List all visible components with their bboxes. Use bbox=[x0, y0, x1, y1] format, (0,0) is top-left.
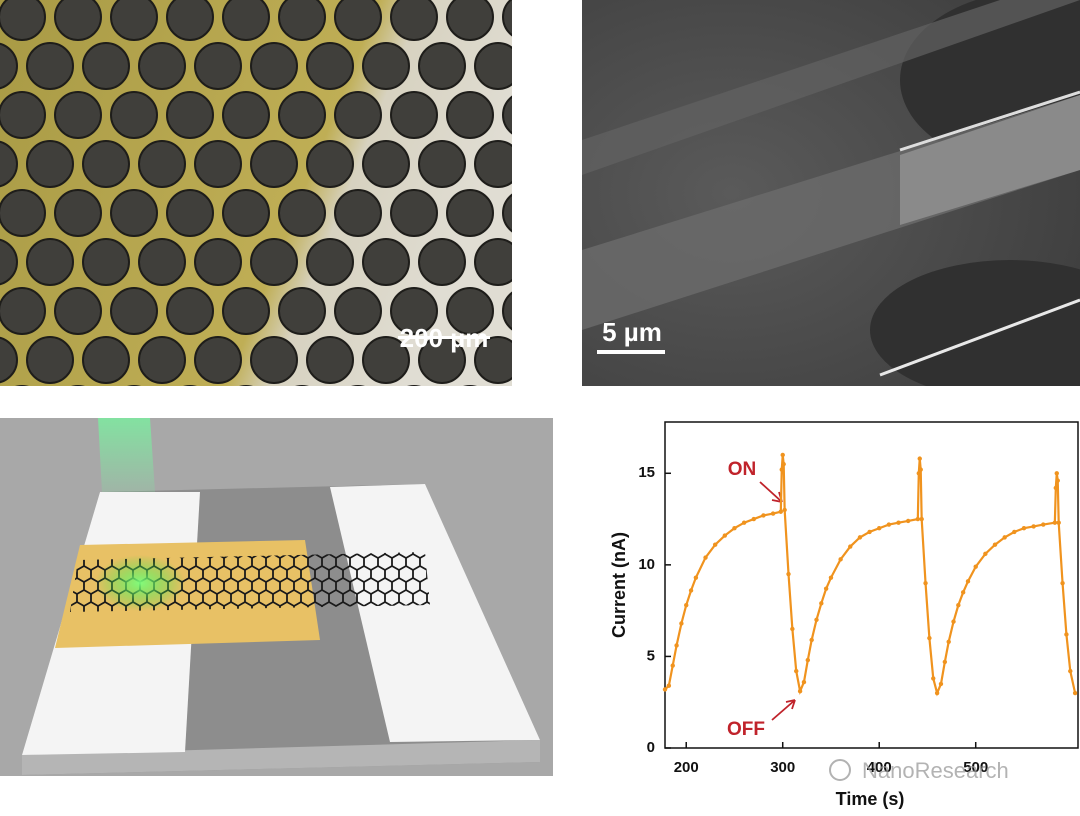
data-point bbox=[1056, 520, 1061, 525]
data-point bbox=[905, 518, 911, 524]
data-point bbox=[814, 617, 819, 622]
y-axis-label: Current (nA) bbox=[609, 532, 629, 638]
data-point bbox=[1064, 632, 1069, 637]
data-point bbox=[778, 509, 783, 514]
data-point bbox=[732, 526, 737, 531]
data-point bbox=[662, 687, 668, 692]
annotation: OFF bbox=[727, 719, 765, 740]
device-render bbox=[0, 418, 553, 776]
annotation-arrow bbox=[771, 699, 796, 721]
data-point bbox=[828, 575, 834, 580]
data-point bbox=[794, 668, 799, 674]
data-point bbox=[703, 555, 708, 560]
x-axis-label: Time (s) bbox=[836, 789, 905, 809]
x-tick-label: 200 bbox=[674, 759, 699, 776]
data-point bbox=[877, 526, 882, 531]
data-point bbox=[942, 659, 948, 665]
data-point bbox=[809, 637, 814, 643]
data-point bbox=[670, 663, 675, 668]
data-point bbox=[1041, 522, 1046, 527]
chart: Time (s) Current (nA) ON OFF 200 300 400 50… bbox=[609, 421, 1079, 809]
y-tick-label: 10 bbox=[638, 556, 655, 573]
annotation-arrow bbox=[759, 481, 783, 503]
x-tick-label: 300 bbox=[770, 759, 795, 776]
data-point bbox=[693, 575, 699, 580]
data-point bbox=[848, 544, 853, 549]
data-point bbox=[1055, 478, 1060, 483]
data-point bbox=[751, 516, 756, 522]
data-point bbox=[805, 657, 811, 663]
data-point bbox=[1052, 520, 1058, 525]
data-line bbox=[664, 454, 1077, 697]
data-point bbox=[934, 690, 940, 696]
data-point bbox=[666, 683, 672, 688]
data-point bbox=[917, 456, 922, 461]
data-point bbox=[1021, 526, 1027, 531]
data-point bbox=[867, 529, 872, 535]
data-point bbox=[1012, 529, 1017, 535]
data-point bbox=[1054, 471, 1059, 476]
plot-frame bbox=[664, 421, 1079, 749]
scale-label: 5 µm bbox=[602, 317, 662, 347]
data-point bbox=[973, 564, 978, 569]
data-point bbox=[992, 542, 998, 547]
data-point bbox=[823, 586, 829, 591]
data-point bbox=[1068, 668, 1073, 674]
scale-label: 200 µm bbox=[400, 323, 489, 353]
data-point bbox=[761, 513, 766, 518]
data-point bbox=[679, 621, 684, 626]
data-point bbox=[1031, 524, 1036, 529]
data-point bbox=[886, 522, 892, 527]
data-point bbox=[779, 467, 784, 472]
data-point bbox=[1072, 690, 1078, 696]
x-tick-label: 400 bbox=[867, 759, 892, 776]
data-point bbox=[801, 679, 807, 685]
data-point bbox=[983, 551, 988, 557]
data-point bbox=[896, 520, 901, 525]
data-point bbox=[857, 535, 863, 540]
data-point bbox=[1002, 535, 1007, 540]
y-tick-label: 0 bbox=[647, 739, 655, 756]
optical-image bbox=[0, 0, 512, 386]
data-point bbox=[951, 619, 956, 624]
data-point bbox=[916, 471, 921, 476]
y-tick-label: 15 bbox=[638, 464, 655, 481]
x-tick-label: 500 bbox=[963, 759, 988, 776]
data-point bbox=[927, 635, 932, 641]
data-point bbox=[770, 511, 776, 516]
data-point bbox=[786, 571, 791, 577]
annotation: ON bbox=[728, 459, 757, 480]
data-point bbox=[938, 681, 944, 687]
data-point bbox=[1053, 485, 1059, 491]
data-point bbox=[782, 507, 787, 513]
data-point bbox=[923, 580, 928, 586]
data-point bbox=[674, 643, 679, 648]
data-point bbox=[960, 590, 966, 595]
data-point bbox=[781, 461, 786, 467]
data-point bbox=[819, 601, 824, 606]
data-point bbox=[1060, 580, 1065, 586]
data-point bbox=[790, 626, 795, 632]
watermark: NanoResearch bbox=[829, 758, 1009, 783]
data-point bbox=[722, 533, 728, 538]
data-point bbox=[712, 542, 718, 547]
data-point bbox=[838, 557, 843, 562]
watermark-text: NanoResearch bbox=[862, 758, 1009, 783]
data-point bbox=[931, 676, 936, 681]
data-point bbox=[919, 516, 924, 522]
data-point bbox=[688, 588, 694, 593]
data-point bbox=[946, 639, 951, 644]
data-point bbox=[915, 516, 921, 522]
data-point bbox=[956, 602, 961, 608]
y-tick-label: 5 bbox=[647, 647, 655, 664]
data-point bbox=[797, 689, 803, 694]
data-point bbox=[684, 602, 689, 608]
data-point bbox=[780, 452, 785, 458]
data-point bbox=[741, 520, 747, 525]
data-point bbox=[965, 579, 971, 584]
data-point bbox=[918, 467, 923, 472]
sem-image bbox=[582, 0, 1080, 386]
